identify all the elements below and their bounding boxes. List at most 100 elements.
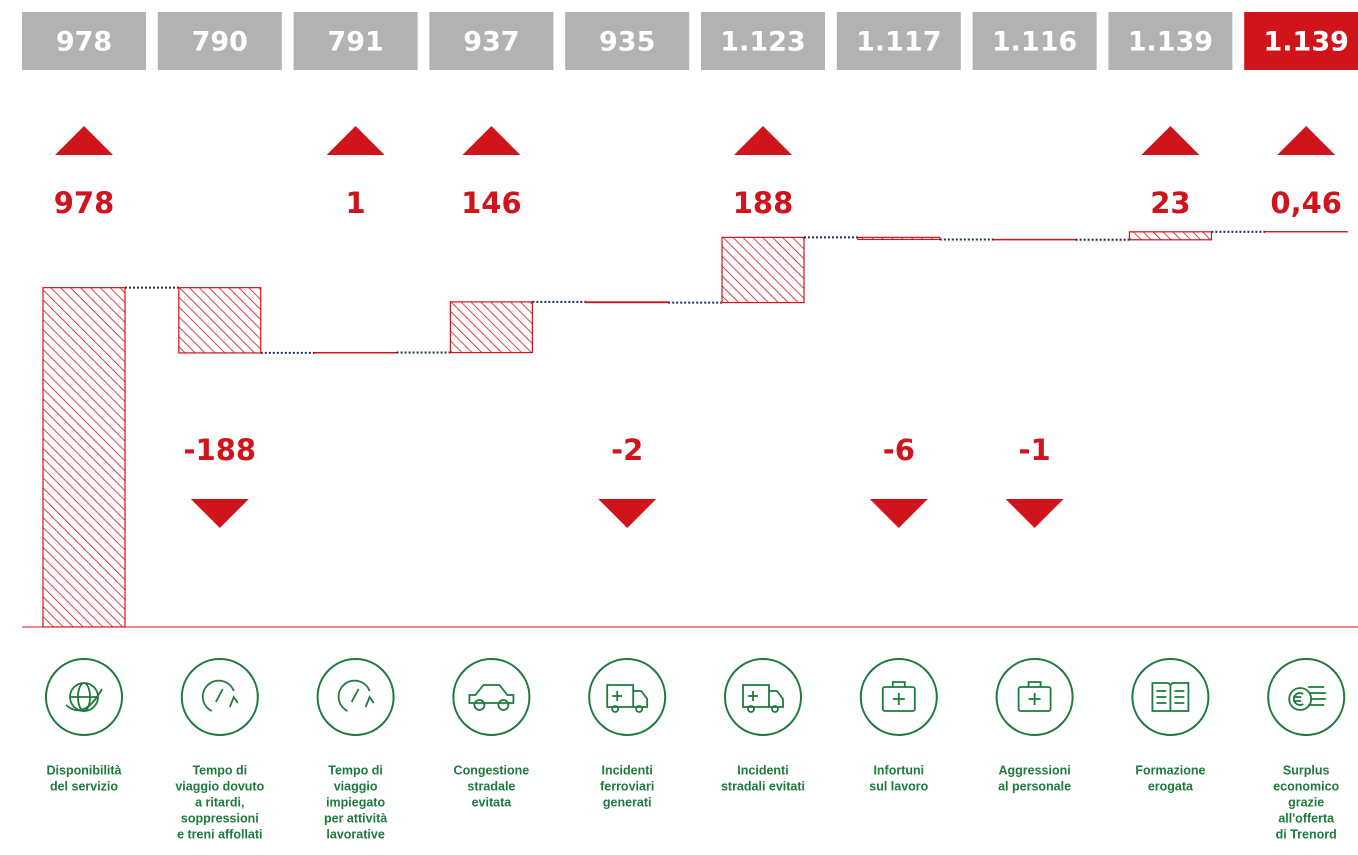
- category-label: Aggressioni: [998, 763, 1070, 777]
- category-label: Disponibilità: [47, 763, 122, 777]
- arrow-up: [462, 126, 521, 155]
- category-label: sul lavoro: [869, 779, 928, 793]
- icon-part: [891, 681, 906, 705]
- category-label: per attività: [324, 811, 387, 825]
- icon-globe: [65, 682, 103, 712]
- total-label: 1.139: [1263, 27, 1348, 58]
- icon-circle: [316, 658, 395, 736]
- delta-label: 1: [346, 186, 366, 220]
- total-box: [1108, 12, 1233, 70]
- delta-label: -188: [184, 433, 257, 467]
- icon-coins: [1288, 686, 1327, 711]
- icon-part: [747, 705, 755, 713]
- bar: [585, 301, 669, 304]
- icon-part: [1151, 682, 1190, 712]
- category-label: Congestione: [454, 763, 530, 777]
- icon-book: [1151, 682, 1190, 712]
- category-label: viaggio: [334, 779, 378, 793]
- category-label: stradali evitati: [721, 779, 805, 793]
- icon-part: [881, 686, 916, 712]
- category-label: ferroviari: [600, 779, 654, 793]
- icon-gauge: [337, 679, 375, 712]
- total-label: 978: [56, 27, 112, 58]
- category-label: al personale: [998, 779, 1071, 793]
- icon-part: [201, 679, 235, 712]
- total-label: 791: [327, 27, 383, 58]
- icon-circle: [1267, 658, 1346, 736]
- category-label: Tempo di: [328, 763, 383, 777]
- category-label: di Trenord: [1276, 827, 1337, 841]
- icon-gauge: [201, 679, 239, 712]
- category-label: stradale: [467, 779, 515, 793]
- icon-part: [65, 688, 103, 712]
- category-label: Surplus: [1283, 763, 1330, 777]
- icon-circle: [724, 658, 802, 736]
- icon-circle: [859, 658, 938, 736]
- category-label: del servizio: [50, 779, 118, 793]
- icon-part: [497, 699, 510, 711]
- icon-car: [468, 684, 515, 711]
- total-box: [1244, 12, 1358, 70]
- icon-part: [1017, 686, 1052, 712]
- category-label: a ritardi,: [195, 795, 244, 809]
- bar: [449, 301, 533, 354]
- icon-part: [1288, 687, 1313, 711]
- total-box: [22, 12, 146, 70]
- delta-label: 188: [733, 186, 794, 220]
- icon-part: [611, 705, 620, 713]
- arrow-down: [598, 499, 657, 528]
- icon-part: [771, 705, 779, 713]
- delta-label: 146: [461, 186, 522, 220]
- category-label: e treni affollati: [177, 827, 262, 841]
- icon-part: [364, 695, 375, 708]
- delta-label: 0,46: [1270, 186, 1342, 220]
- delta-label: -1: [1018, 433, 1050, 467]
- delta-label: 978: [54, 186, 115, 220]
- arrow-down: [1005, 499, 1064, 528]
- delta-label: -6: [883, 433, 915, 467]
- category-label: evitata: [472, 795, 513, 809]
- category-label: impiegato: [326, 795, 385, 809]
- icon-part: [748, 691, 758, 701]
- category-label: Incidenti: [737, 763, 788, 777]
- icon-kit: [1017, 681, 1052, 712]
- arrow-up: [1141, 126, 1200, 155]
- arrow-up: [734, 126, 792, 155]
- category-label: Incidenti: [601, 763, 652, 777]
- icon-part: [1308, 686, 1327, 706]
- arrow-down: [869, 499, 928, 528]
- category-label: soppressioni: [181, 811, 259, 825]
- bar: [42, 287, 126, 628]
- category-label: viaggio dovuto: [175, 779, 264, 793]
- total-label: 935: [599, 27, 655, 58]
- icon-part: [228, 695, 239, 708]
- total-label: 1.116: [992, 27, 1077, 58]
- bar: [1128, 231, 1213, 241]
- total-label: 1.139: [1128, 27, 1213, 58]
- icon-ambulance: [742, 684, 784, 713]
- arrow-up: [1277, 126, 1336, 155]
- category-label: economico: [1273, 779, 1339, 793]
- icon-circle: [180, 658, 259, 736]
- category-label: generati: [603, 795, 652, 809]
- icon-part: [635, 705, 644, 713]
- icon-part: [468, 684, 515, 704]
- icon-circle: [995, 658, 1074, 736]
- icon-part: [1027, 681, 1042, 705]
- category-label: Infortuni: [873, 763, 924, 777]
- category-label: Formazione: [1135, 763, 1205, 777]
- bar: [178, 287, 262, 354]
- icon-circle: [1131, 658, 1210, 736]
- arrow-up: [55, 126, 113, 155]
- total-box: [836, 12, 961, 70]
- total-box: [972, 12, 1097, 70]
- category-label: all'offerta: [1278, 811, 1335, 825]
- total-label: 790: [192, 27, 248, 58]
- icon-ambulance: [606, 684, 649, 713]
- total-box: [157, 12, 282, 70]
- arrow-down: [190, 499, 249, 528]
- icon-kit: [881, 681, 916, 712]
- icon-part: [612, 691, 623, 701]
- icon-circle: [452, 658, 531, 736]
